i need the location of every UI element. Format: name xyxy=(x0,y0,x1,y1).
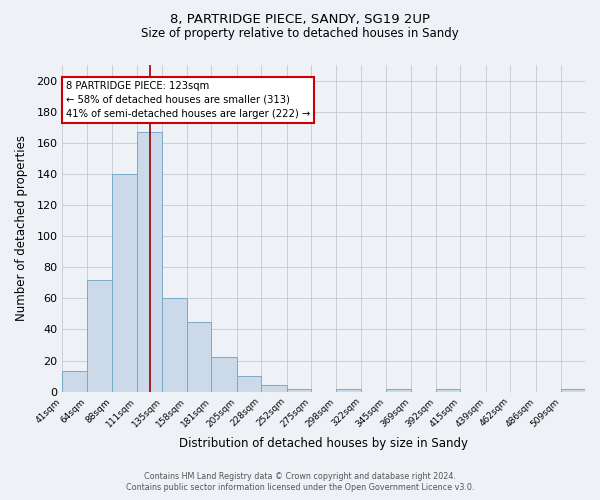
Bar xyxy=(386,388,412,392)
Text: Contains HM Land Registry data © Crown copyright and database right 2024.: Contains HM Land Registry data © Crown c… xyxy=(144,472,456,481)
Bar xyxy=(287,388,311,392)
Bar xyxy=(560,388,585,392)
Text: Contains public sector information licensed under the Open Government Licence v3: Contains public sector information licen… xyxy=(126,484,474,492)
Bar xyxy=(436,388,460,392)
Text: 8 PARTRIDGE PIECE: 123sqm
← 58% of detached houses are smaller (313)
41% of semi: 8 PARTRIDGE PIECE: 123sqm ← 58% of detac… xyxy=(65,80,310,118)
Bar xyxy=(163,298,187,392)
Bar xyxy=(87,280,112,392)
Bar xyxy=(137,132,163,392)
Bar xyxy=(211,358,237,392)
Bar xyxy=(336,388,361,392)
Text: 8, PARTRIDGE PIECE, SANDY, SG19 2UP: 8, PARTRIDGE PIECE, SANDY, SG19 2UP xyxy=(170,12,430,26)
X-axis label: Distribution of detached houses by size in Sandy: Distribution of detached houses by size … xyxy=(179,437,468,450)
Bar xyxy=(237,376,262,392)
Bar xyxy=(112,174,137,392)
Bar xyxy=(262,386,287,392)
Bar xyxy=(187,322,211,392)
Y-axis label: Number of detached properties: Number of detached properties xyxy=(15,136,28,322)
Bar xyxy=(62,372,87,392)
Text: Size of property relative to detached houses in Sandy: Size of property relative to detached ho… xyxy=(141,28,459,40)
